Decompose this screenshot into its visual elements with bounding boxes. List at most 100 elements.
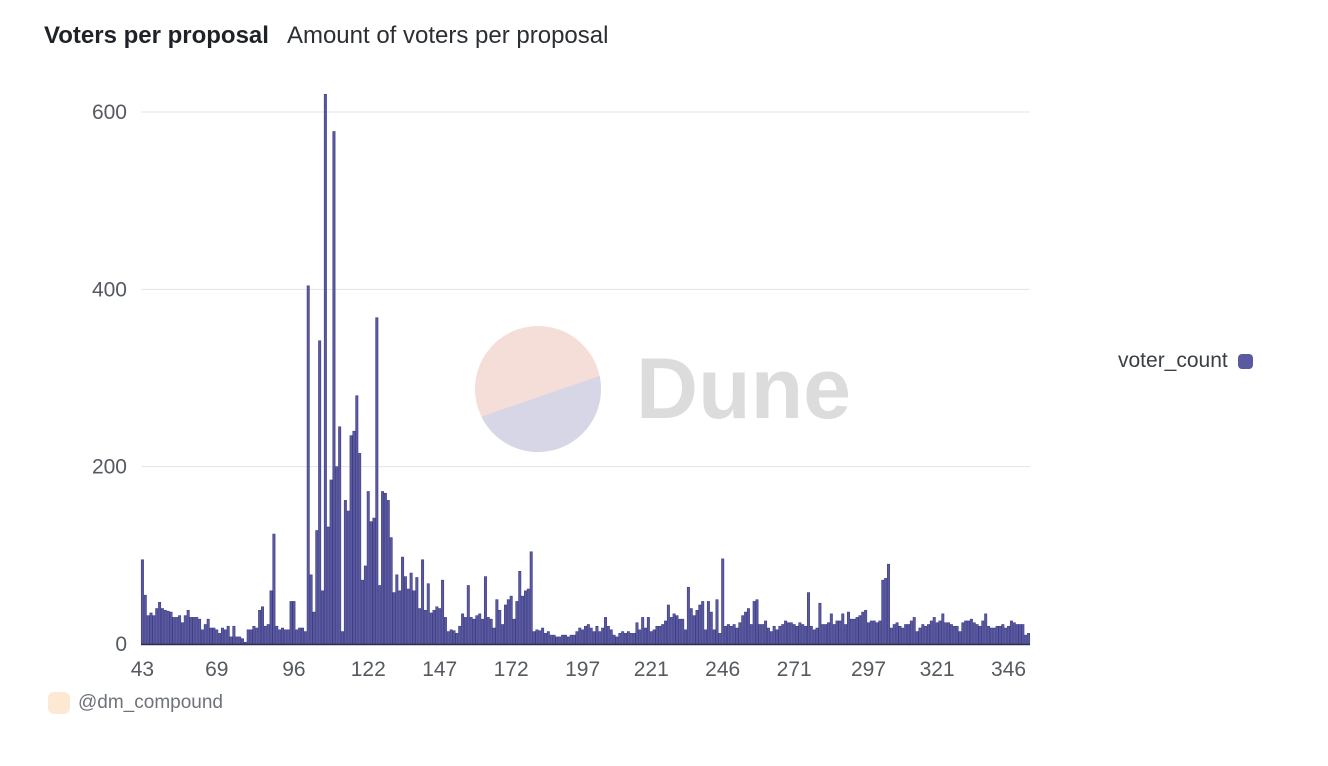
- bar[interactable]: [252, 625, 256, 645]
- bar[interactable]: [1004, 627, 1008, 645]
- bar[interactable]: [1021, 624, 1025, 645]
- bar[interactable]: [646, 617, 650, 645]
- bar[interactable]: [815, 627, 819, 645]
- bar[interactable]: [998, 625, 1002, 645]
- bar[interactable]: [895, 622, 899, 645]
- bar[interactable]: [341, 631, 345, 645]
- bar[interactable]: [795, 625, 799, 645]
- bar[interactable]: [806, 592, 810, 645]
- bar[interactable]: [281, 627, 284, 645]
- bar[interactable]: [189, 617, 193, 645]
- bar[interactable]: [821, 624, 825, 645]
- bar[interactable]: [255, 627, 259, 645]
- bar[interactable]: [786, 622, 790, 645]
- bar[interactable]: [438, 608, 442, 645]
- bar[interactable]: [829, 613, 833, 645]
- bar[interactable]: [163, 610, 167, 645]
- bar[interactable]: [932, 617, 936, 645]
- bar[interactable]: [835, 620, 839, 645]
- bar[interactable]: [160, 608, 164, 645]
- bar[interactable]: [758, 624, 762, 645]
- bar[interactable]: [398, 590, 402, 645]
- bar[interactable]: [724, 625, 728, 645]
- bar[interactable]: [481, 618, 485, 645]
- bar[interactable]: [658, 625, 662, 645]
- bar[interactable]: [592, 631, 596, 645]
- bar[interactable]: [449, 629, 453, 645]
- bar[interactable]: [338, 426, 342, 645]
- bar[interactable]: [263, 625, 267, 645]
- bar[interactable]: [749, 624, 753, 645]
- bar[interactable]: [323, 93, 327, 645]
- bar[interactable]: [778, 625, 782, 645]
- bar[interactable]: [915, 631, 919, 645]
- bar[interactable]: [318, 340, 322, 645]
- bar[interactable]: [586, 624, 590, 645]
- bar[interactable]: [546, 631, 550, 645]
- bar[interactable]: [1024, 634, 1028, 645]
- bar[interactable]: [155, 608, 159, 645]
- bar[interactable]: [269, 590, 273, 645]
- bar[interactable]: [346, 510, 350, 645]
- bar[interactable]: [858, 615, 862, 645]
- bar[interactable]: [938, 620, 942, 645]
- bar[interactable]: [738, 622, 742, 645]
- bar[interactable]: [458, 625, 462, 645]
- bar[interactable]: [698, 604, 702, 645]
- bar[interactable]: [921, 624, 925, 645]
- bar[interactable]: [215, 629, 219, 645]
- bar[interactable]: [789, 622, 793, 645]
- bar[interactable]: [669, 617, 673, 645]
- bar[interactable]: [549, 634, 553, 645]
- bar[interactable]: [875, 622, 879, 645]
- bar[interactable]: [432, 610, 436, 645]
- bar[interactable]: [558, 636, 562, 645]
- bar[interactable]: [564, 634, 567, 645]
- bar[interactable]: [1001, 624, 1005, 645]
- bar[interactable]: [1007, 625, 1011, 645]
- bar[interactable]: [261, 606, 264, 645]
- bar[interactable]: [918, 627, 922, 645]
- bar[interactable]: [598, 631, 602, 645]
- bar[interactable]: [149, 612, 153, 645]
- bar[interactable]: [466, 585, 470, 645]
- bar[interactable]: [258, 610, 262, 645]
- bar[interactable]: [775, 629, 779, 645]
- bar[interactable]: [561, 634, 565, 645]
- bar[interactable]: [472, 618, 476, 645]
- bar[interactable]: [969, 618, 973, 645]
- bar[interactable]: [681, 618, 685, 645]
- bar[interactable]: [972, 622, 976, 645]
- bar[interactable]: [483, 576, 487, 645]
- bar[interactable]: [881, 579, 885, 645]
- bar[interactable]: [426, 583, 430, 645]
- bar[interactable]: [452, 630, 456, 645]
- bar[interactable]: [321, 590, 324, 645]
- bar[interactable]: [695, 610, 699, 645]
- bar[interactable]: [832, 624, 836, 645]
- bar[interactable]: [626, 631, 630, 645]
- bar[interactable]: [581, 629, 585, 645]
- bar[interactable]: [209, 627, 213, 645]
- bar[interactable]: [912, 617, 916, 645]
- bar[interactable]: [601, 627, 605, 645]
- bar[interactable]: [935, 622, 939, 645]
- bar[interactable]: [764, 620, 768, 645]
- bar[interactable]: [1027, 633, 1031, 645]
- bar[interactable]: [492, 627, 496, 645]
- bar[interactable]: [958, 631, 962, 645]
- bar[interactable]: [566, 636, 570, 645]
- bar[interactable]: [1015, 624, 1019, 645]
- bar[interactable]: [409, 572, 413, 645]
- bar[interactable]: [198, 618, 202, 645]
- bar[interactable]: [689, 608, 693, 645]
- bar[interactable]: [526, 588, 530, 645]
- bar[interactable]: [486, 617, 490, 645]
- bar[interactable]: [735, 627, 739, 645]
- bar[interactable]: [955, 625, 959, 645]
- bar[interactable]: [892, 624, 896, 645]
- bar[interactable]: [624, 633, 627, 645]
- bar[interactable]: [678, 618, 682, 645]
- bar[interactable]: [927, 624, 931, 645]
- bar[interactable]: [183, 615, 187, 645]
